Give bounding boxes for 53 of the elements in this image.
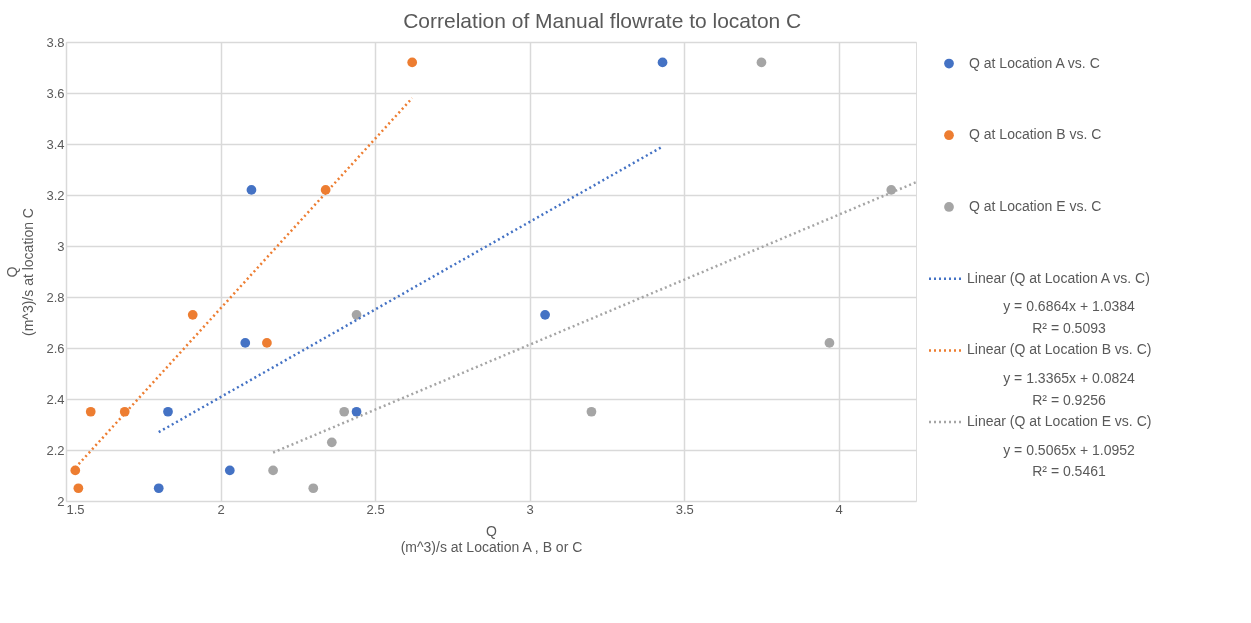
- point: [246, 185, 257, 195]
- text: y = 1.3365x + 0.0824: [1003, 370, 1135, 387]
- point: [339, 406, 350, 417]
- x-tick-label: 2.5: [366, 501, 385, 517]
- point: [351, 406, 362, 417]
- point: [886, 185, 897, 195]
- text: y = 0.5065x + 1.0952: [1003, 441, 1135, 458]
- text: R² = 0.9256: [1032, 391, 1106, 408]
- y-tick-label: 2.2: [46, 442, 65, 458]
- point: [70, 465, 81, 476]
- point: [187, 309, 198, 320]
- point: [73, 483, 84, 494]
- y-tick-label: 2.8: [46, 289, 65, 305]
- point: [756, 57, 767, 68]
- y-tick-label: 3.6: [46, 85, 65, 101]
- point: [351, 309, 362, 320]
- x-tick-label: 3: [526, 501, 534, 517]
- point: [268, 465, 278, 476]
- y-tick-label: 3.4: [46, 136, 65, 152]
- point: [657, 57, 668, 68]
- point: [153, 483, 164, 494]
- y-tick-label: 2.6: [46, 340, 65, 356]
- x-axis-title: Q (m^3)/s at Location A , B or C: [400, 522, 583, 555]
- y-tick-label: 3.2: [46, 187, 65, 203]
- point: [326, 437, 337, 448]
- x-tick-label: 2: [217, 501, 225, 517]
- chart-title: Correlation of Manual flowrate to locaton C: [403, 8, 802, 32]
- point: [240, 338, 251, 348]
- legend-label: Q at Location E vs. C: [969, 197, 1102, 214]
- point: [163, 406, 173, 417]
- legend-label: Linear (Q at Location B vs. C): [967, 341, 1152, 358]
- point: [224, 465, 235, 476]
- point: [540, 309, 550, 320]
- x-tick-label: 1.5: [66, 501, 85, 517]
- y-tick-label: 2.4: [46, 391, 65, 407]
- y-tick-label: 3.8: [46, 34, 65, 50]
- legend-label: Linear (Q at Location E vs. C): [967, 413, 1152, 430]
- point: [586, 406, 597, 417]
- point: [262, 338, 272, 348]
- point: [824, 338, 835, 348]
- legend-label: Q at Location A vs. C: [969, 54, 1100, 71]
- y-axis-title: Q (m^3)/s at location C: [4, 208, 37, 336]
- text: R² = 0.5093: [1032, 319, 1106, 336]
- x-tick-label: 3.5: [675, 501, 694, 517]
- text: R² = 0.5461: [1032, 463, 1106, 480]
- legend-label: Linear (Q at Location A vs. C): [967, 269, 1150, 286]
- point: [85, 406, 96, 417]
- point: [308, 483, 319, 494]
- legend-label: Q at Location B vs. C: [969, 126, 1102, 143]
- point: [407, 57, 418, 68]
- x-tick-label: 4: [835, 501, 843, 517]
- y-tick-label: 3: [57, 238, 65, 254]
- text: y = 0.6864x + 1.0384: [1003, 298, 1135, 315]
